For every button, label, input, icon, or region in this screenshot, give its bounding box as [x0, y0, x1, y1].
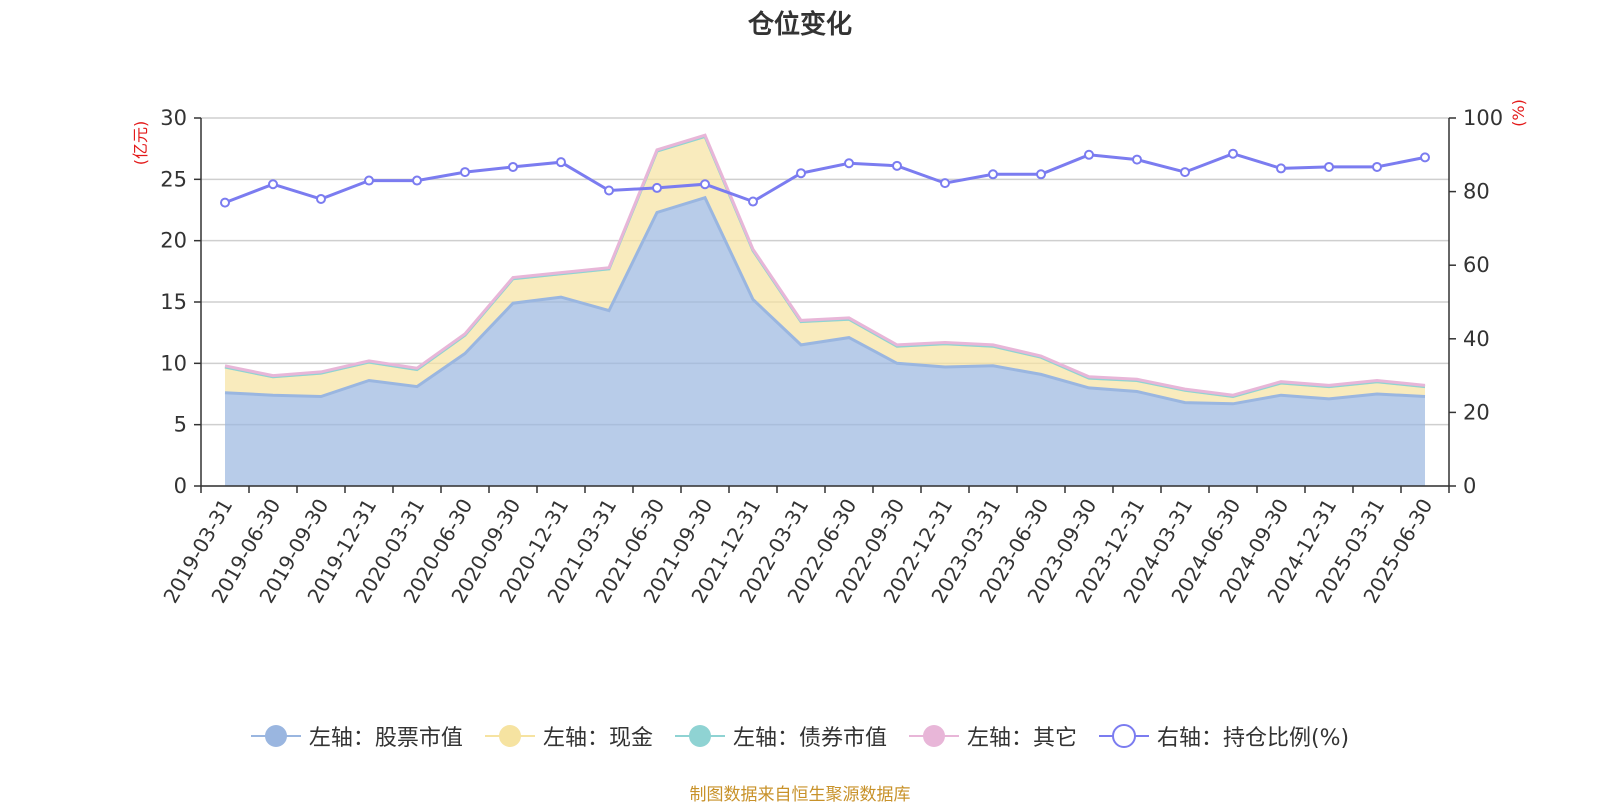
ratio-point — [316, 193, 326, 204]
legend-swatch-icon — [1098, 724, 1149, 748]
area-edge-左轴：股票市值 — [224, 195, 1426, 406]
area-左轴：现金 — [225, 136, 1425, 404]
legend-item[interactable]: 右轴：持仓比例(%) — [1098, 720, 1350, 752]
legend-label: 右轴：持仓比例(%) — [1156, 726, 1350, 751]
y-tick-label-left: 30 — [160, 106, 187, 130]
legend: 左轴：股票市值 左轴：现金 左轴：债券市值 左轴：其它 右轴：持仓比例(%) — [0, 720, 1600, 752]
data-source-note: 制图数据来自恒生聚源数据库 — [689, 785, 911, 805]
ratio-point — [1324, 161, 1334, 172]
ratio-point — [220, 197, 230, 208]
ratio-point — [844, 158, 854, 169]
ratio-point — [1180, 167, 1190, 178]
ratio-point — [508, 161, 518, 172]
ratio-point — [1276, 163, 1286, 174]
y-tick-label-right: 80 — [1463, 180, 1490, 204]
y-tick-label-left: 20 — [160, 229, 187, 253]
left-axis-unit: (亿元) — [131, 121, 150, 166]
legend-item[interactable]: 左轴：现金 — [484, 720, 653, 752]
y-tick-label-left: 0 — [174, 474, 187, 498]
ratio-point — [1228, 148, 1238, 159]
y-tick-label-left: 15 — [160, 290, 187, 314]
ratio-point — [748, 196, 758, 207]
y-tick-label-right: 100 — [1463, 106, 1503, 130]
legend-swatch-icon — [484, 725, 535, 747]
ratio-point — [700, 179, 710, 190]
y-tick-label-right: 60 — [1463, 253, 1490, 277]
ratio-point — [364, 175, 374, 186]
legend-swatch-icon — [908, 725, 959, 747]
y-tick-label-right: 20 — [1463, 400, 1490, 424]
legend-item[interactable]: 左轴：其它 — [908, 720, 1077, 752]
ratio-point — [1420, 152, 1430, 163]
ratio-point — [1036, 169, 1046, 180]
y-tick-label-right: 0 — [1463, 474, 1476, 498]
legend-label: 左轴：其它 — [966, 726, 1077, 751]
ratio-point — [1084, 149, 1094, 160]
legend-label: 左轴：现金 — [542, 726, 653, 751]
y-tick-label-right: 40 — [1463, 327, 1490, 351]
ratio-point — [652, 182, 662, 193]
stacked-areas — [224, 133, 1426, 486]
ratio-point — [1132, 154, 1142, 165]
ratio-point — [604, 185, 614, 196]
legend-label: 左轴：股票市值 — [308, 726, 463, 751]
ratio-line-layer — [220, 148, 1430, 208]
right-axis-unit: (%) — [1509, 99, 1528, 127]
y-tick-label-left: 10 — [160, 351, 187, 375]
ratio-point — [796, 168, 806, 179]
ratio-point — [1372, 161, 1382, 172]
legend-swatch-icon — [250, 725, 301, 747]
y-tick-label-left: 25 — [160, 167, 187, 191]
legend-item[interactable]: 左轴：债券市值 — [674, 720, 887, 752]
ratio-point — [412, 175, 422, 186]
ratio-point — [892, 160, 902, 171]
ratio-point — [940, 178, 950, 189]
ratio-point — [988, 169, 998, 180]
ratio-point — [460, 167, 470, 178]
ratio-line — [224, 152, 1426, 205]
legend-swatch-icon — [674, 725, 725, 747]
legend-label: 左轴：债券市值 — [732, 726, 887, 751]
ratio-point — [268, 179, 278, 190]
y-tick-label-left: 5 — [174, 413, 187, 437]
chart-title: 仓位变化 — [747, 10, 852, 40]
area-edge-左轴：其它 — [224, 133, 1426, 397]
ratio-point — [556, 157, 566, 168]
legend-item[interactable]: 左轴：股票市值 — [250, 720, 463, 752]
